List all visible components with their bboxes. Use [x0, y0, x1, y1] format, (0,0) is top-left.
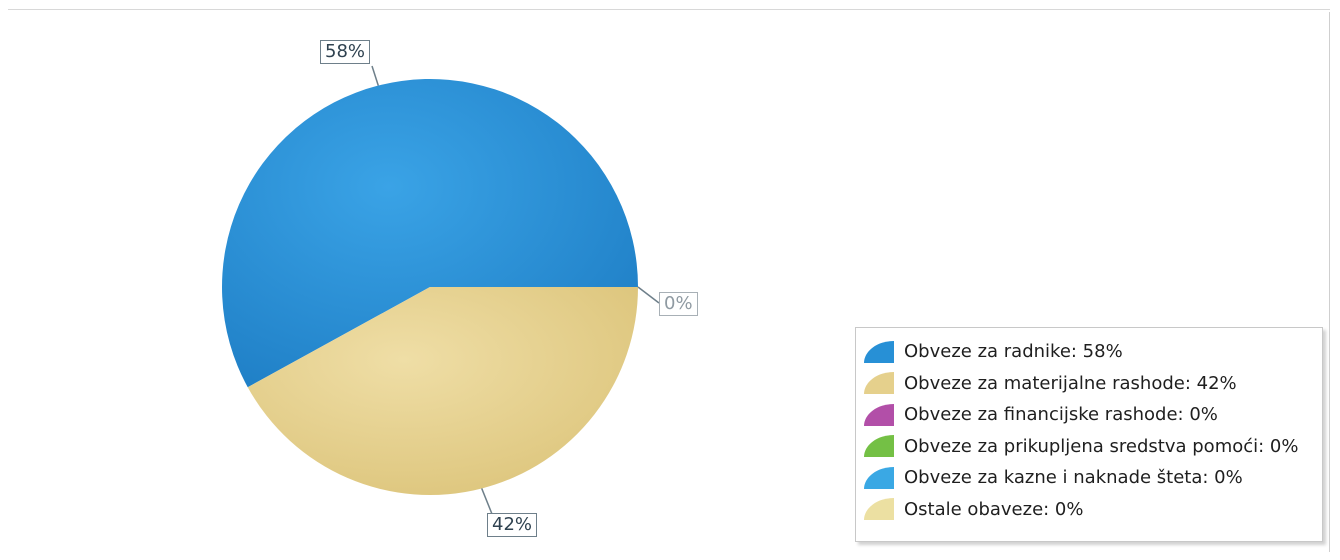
legend-label: Obveze za financijske rashode: 0% — [904, 404, 1218, 426]
legend-item: Obveze za kazne i naknade šteta: 0% — [864, 462, 1322, 494]
legend: Obveze za radnike: 58% Obveze za materij… — [855, 327, 1323, 542]
leader-line-materijalne — [481, 488, 493, 515]
legend-swatch — [864, 403, 894, 426]
legend-swatch — [864, 498, 894, 521]
legend-label: Obveze za radnike: 58% — [904, 341, 1123, 363]
data-label-radnike: 58% — [320, 40, 371, 64]
frame-right-border — [1329, 12, 1330, 552]
legend-label: Obveze za kazne i naknade šteta: 0% — [904, 467, 1243, 489]
leader-line-financijske — [637, 286, 660, 304]
frame-top-border — [8, 9, 1330, 10]
data-label-financijske: 0% — [659, 292, 698, 316]
legend-item: Obveze za materijalne rashode: 42% — [864, 368, 1322, 400]
data-label-materijalne: 42% — [487, 513, 538, 537]
legend-item: Obveze za financijske rashode: 0% — [864, 399, 1322, 431]
legend-swatch — [864, 435, 894, 458]
legend-item: Obveze za radnike: 58% — [864, 336, 1322, 368]
legend-swatch — [864, 372, 894, 395]
legend-swatch — [864, 466, 894, 489]
legend-item: Ostale obaveze: 0% — [864, 494, 1322, 526]
legend-item: Obveze za prikupljena sredstva pomoći: 0… — [864, 431, 1322, 463]
leader-line-radnike — [371, 65, 379, 86]
pie-slice-radnike — [222, 79, 639, 388]
legend-swatch — [864, 340, 894, 363]
legend-label: Obveze za materijalne rashode: 42% — [904, 372, 1237, 394]
legend-label: Obveze za prikupljena sredstva pomoći: 0… — [904, 435, 1299, 457]
legend-label: Ostale obaveze: 0% — [904, 498, 1084, 520]
pie-slice-materijalne — [247, 287, 638, 496]
